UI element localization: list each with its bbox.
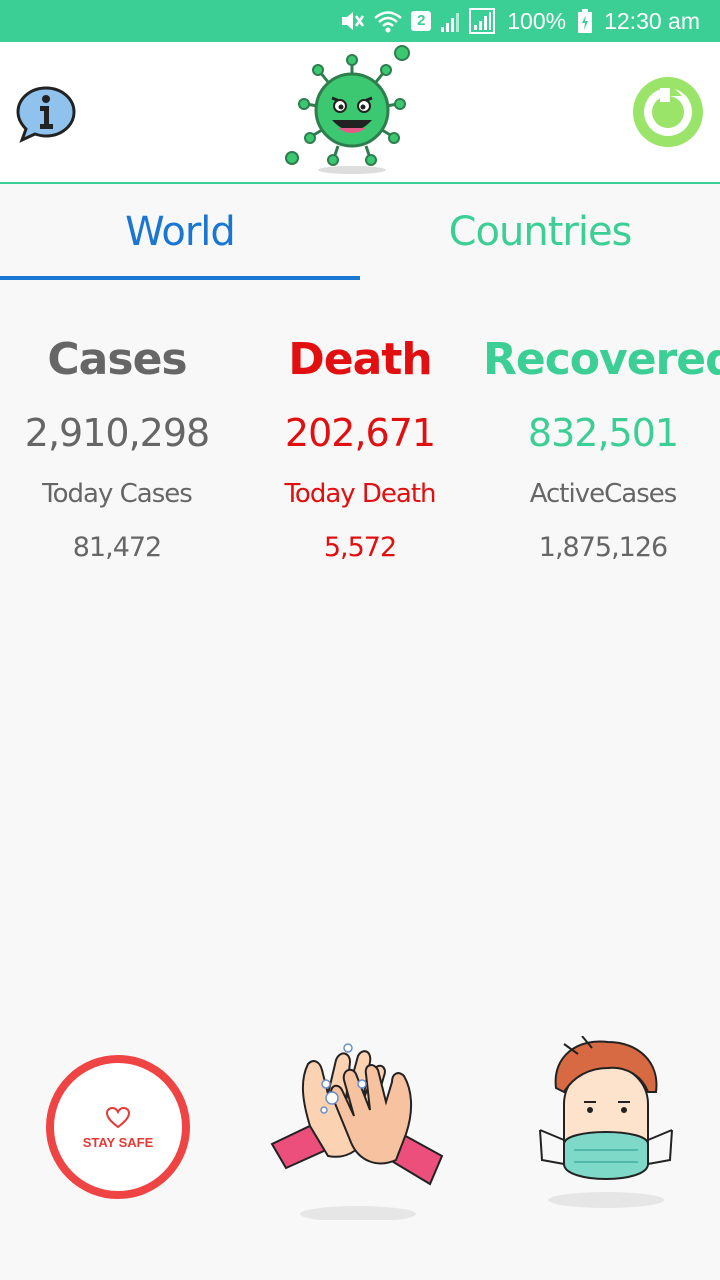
recovered-column: Recovered 832,501 ActiveCases 1,875,126	[483, 320, 720, 576]
cases-title: Cases	[47, 334, 187, 385]
mute-icon	[342, 12, 365, 30]
wifi-icon	[374, 11, 403, 33]
today-cases-label: Today Cases	[42, 479, 193, 509]
stats-panel: Cases 2,910,298 Today Cases 81,472 Death…	[0, 320, 720, 580]
battery-percent: 100%	[507, 7, 567, 34]
info-icon[interactable]	[16, 84, 76, 144]
today-death-value: 5,572	[323, 532, 397, 563]
app-bar	[0, 42, 720, 184]
active-cases-value: 1,875,126	[538, 532, 668, 563]
recovered-value: 832,501	[527, 411, 679, 455]
death-column: Death 202,671 Today Death 5,572	[240, 320, 480, 576]
heart-icon	[106, 1107, 130, 1129]
tab-world[interactable]: World	[125, 209, 236, 255]
hand-washing-illustration	[270, 1043, 444, 1220]
signal-weak-icon	[441, 13, 460, 32]
status-bar: 2 100% 12:30 am	[0, 0, 720, 42]
status-icons: 2	[339, 8, 496, 34]
cases-value: 2,910,298	[24, 411, 210, 455]
battery-charging-icon	[578, 9, 593, 33]
signal-icon	[469, 8, 496, 34]
cases-column: Cases 2,910,298 Today Cases 81,472	[0, 320, 237, 576]
clock: 12:30 am	[604, 7, 700, 34]
recovered-title: Recovered	[483, 334, 720, 385]
stay-safe-badge: STAY SAFE	[46, 1055, 190, 1199]
today-death-label: Today Death	[284, 479, 436, 509]
safety-illustrations: STAY SAFE	[0, 1030, 720, 1230]
sim-badge: 2	[411, 11, 432, 31]
refresh-icon[interactable]	[632, 76, 704, 148]
masked-person-illustration	[539, 1036, 673, 1208]
tab-bar: World Countries	[0, 184, 720, 280]
death-title: Death	[288, 334, 432, 385]
tab-countries[interactable]: Countries	[448, 209, 633, 255]
today-cases-value: 81,472	[72, 532, 162, 563]
death-value: 202,671	[284, 411, 436, 455]
stay-safe-text: STAY SAFE	[82, 1135, 154, 1150]
tab-indicator	[0, 276, 360, 280]
active-cases-label: ActiveCases	[529, 479, 678, 509]
virus-icon	[285, 45, 410, 174]
